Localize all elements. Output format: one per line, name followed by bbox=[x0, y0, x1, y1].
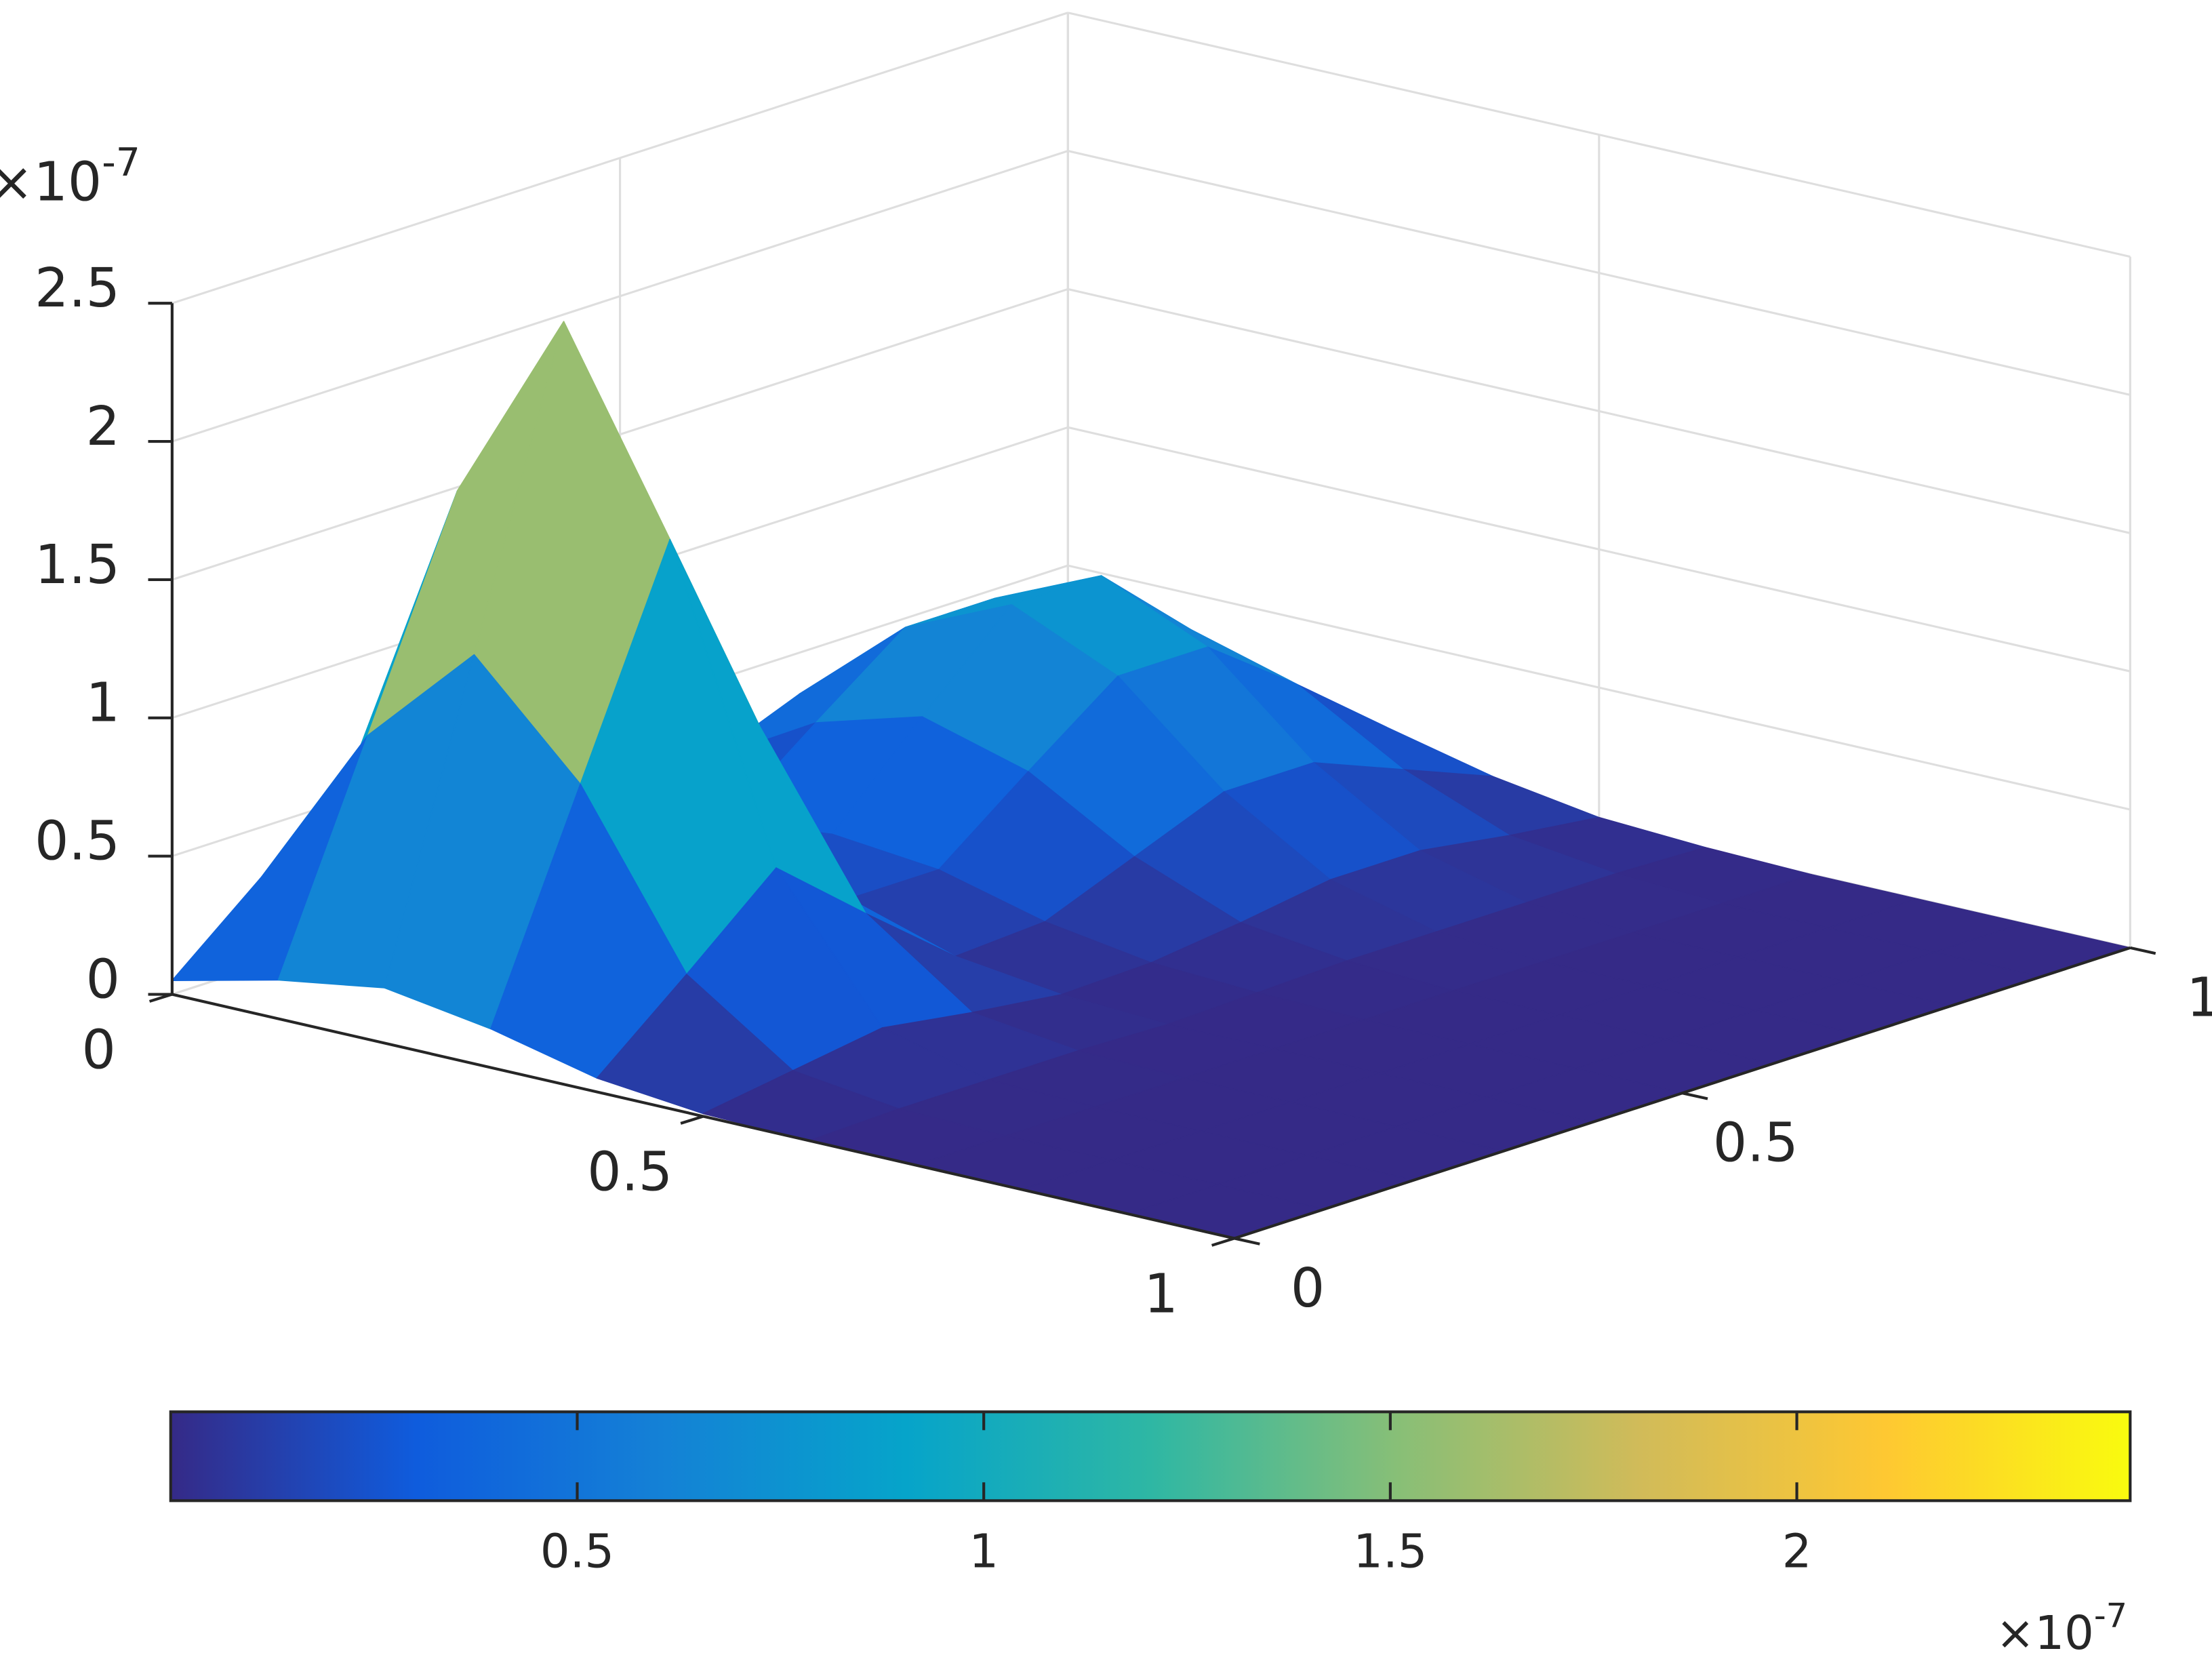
colorbar-tick-label: 2 bbox=[1782, 1524, 1812, 1578]
axes: 0 0.5 1 1.5 2 2.5 0 0.5 1 0 0.5 1 ×10-7 bbox=[0, 140, 2212, 1326]
tick-mark bbox=[680, 1115, 704, 1125]
axis-multiplier: ×10-7 bbox=[0, 140, 140, 214]
tick-mark bbox=[1234, 1237, 1260, 1246]
z-tick-label: 0.5 bbox=[35, 810, 120, 873]
z-tick-label: 1 bbox=[86, 672, 120, 734]
multiplier-base: ×10 bbox=[0, 151, 102, 214]
y-tick-label: 0 bbox=[1291, 1257, 1325, 1319]
multiplier-base: ×10 bbox=[1996, 1606, 2094, 1653]
z-tick-label: 2.5 bbox=[35, 257, 120, 319]
tick-mark bbox=[1211, 1237, 1235, 1247]
x-tick-label: 0.5 bbox=[587, 1140, 672, 1203]
z-tick-label: 0 bbox=[86, 948, 120, 1010]
surface bbox=[172, 321, 2131, 1239]
axis-multiplier: ×10-7 bbox=[1996, 1595, 2127, 1653]
tick-mark bbox=[148, 993, 173, 1003]
tick-mark bbox=[2129, 946, 2156, 955]
colorbar: 0.5 1 1.5 2 ×10-7 bbox=[169, 1410, 2132, 1653]
colorbar-tick-label: 0.5 bbox=[540, 1524, 614, 1578]
tick-mark bbox=[1682, 1092, 1708, 1100]
x-tick-label: 1 bbox=[1144, 1262, 1178, 1325]
z-tick-label: 2 bbox=[86, 395, 120, 458]
y-tick-label: 0.5 bbox=[1713, 1112, 1798, 1174]
colorbar-body bbox=[169, 1410, 2132, 1502]
colorbar-tick-label: 1.5 bbox=[1353, 1524, 1427, 1578]
z-tick-label: 1.5 bbox=[35, 534, 120, 596]
multiplier-exponent: -7 bbox=[102, 140, 140, 185]
colorbar-tick-label: 1 bbox=[969, 1524, 999, 1578]
multiplier-exponent: -7 bbox=[2094, 1595, 2127, 1635]
y-tick-label: 1 bbox=[2186, 966, 2212, 1029]
x-tick-label: 0 bbox=[82, 1018, 116, 1081]
